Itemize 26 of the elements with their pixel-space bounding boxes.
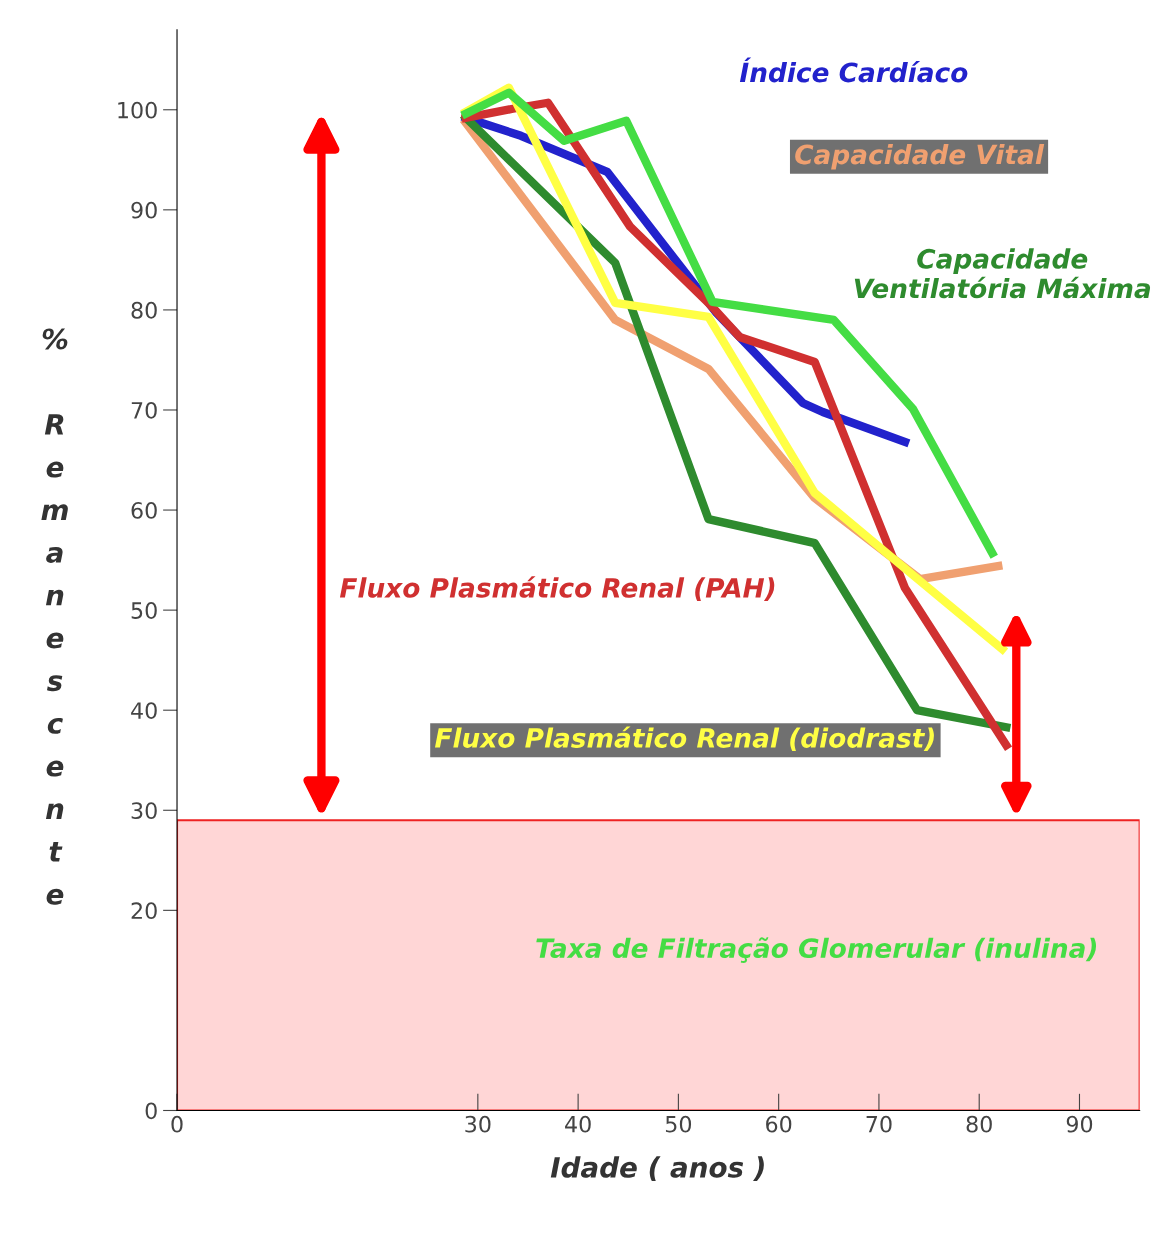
text: % Remanescente [41, 328, 68, 905]
y-tick-label: 40 [131, 702, 157, 719]
y-tick-label: 90 [131, 201, 157, 219]
y-tick-label: 50 [131, 602, 157, 619]
x-axis-title: Idade ( anos ) [550, 1156, 764, 1182]
x-tick-label: 0 [171, 1115, 183, 1133]
y-tick-label: 70 [131, 401, 157, 419]
text: Índice Cardíaco [739, 57, 968, 83]
x-tick-label: 70 [866, 1115, 892, 1133]
text: Taxa de Filtração Glomerular (inulina) [536, 937, 1097, 963]
text: Capacidade Vital [795, 144, 1045, 170]
y-tick-label: 0 [145, 1102, 157, 1120]
x-tick-label: 30 [465, 1115, 491, 1133]
y-tick-label: 100 [118, 101, 157, 119]
y-tick-label: 20 [131, 902, 157, 920]
text: Fluxo Plasmático Renal (PAH) [339, 576, 775, 601]
text: Capacidade Ventilatória Máxima [854, 248, 1151, 299]
y-tick-label: 30 [131, 802, 157, 820]
x-tick-label: 80 [966, 1115, 992, 1133]
y-tick-label: 60 [131, 502, 157, 519]
x-tick-label: 60 [766, 1115, 792, 1133]
text: Fluxo Plasmático Renal (diodrast) [434, 726, 934, 751]
x-tick-label: 90 [1066, 1115, 1093, 1133]
y-tick-label: 80 [131, 301, 157, 319]
x-tick-label: 40 [565, 1115, 591, 1133]
x-tick-label: 50 [665, 1115, 692, 1133]
